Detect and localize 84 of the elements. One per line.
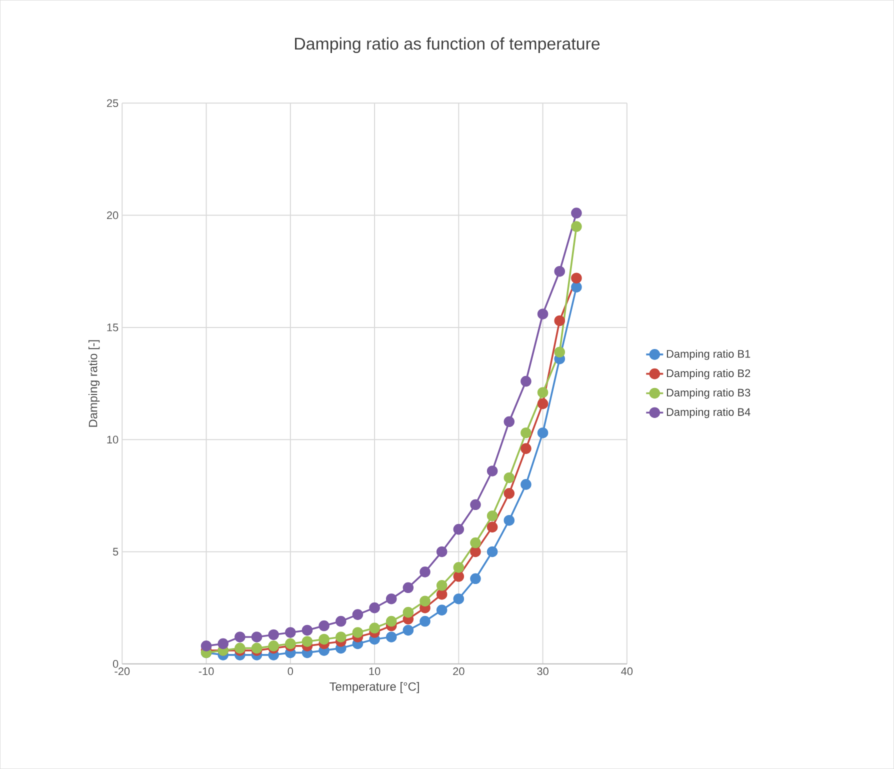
point [420,616,430,627]
y-tick-label: 20 [106,211,118,220]
point [470,546,481,558]
point [285,627,296,638]
x-tick-label: 40 [621,667,633,676]
point [218,638,228,650]
point [504,472,515,484]
point [470,537,481,548]
point [420,596,430,606]
point [386,593,397,604]
point [402,624,414,636]
point [318,620,330,632]
y-tick-label: 10 [107,436,118,444]
point [520,376,532,387]
point [268,629,279,640]
point [268,640,279,652]
point [436,588,448,600]
legend-label: Damping ratio B4 [666,408,750,418]
point [571,272,582,284]
y-tick-label: 25 [106,99,118,107]
x-tick-label: 30 [537,667,548,676]
legend-label: Damping ratio B3 [666,388,750,399]
point [285,638,296,650]
point [453,524,464,535]
point [369,602,380,614]
chart-title: Damping ratio as function of temperature [295,37,600,54]
point [335,632,346,642]
point [200,640,212,652]
x-axis-title: Temperature [°C] [330,682,419,694]
point [554,266,566,277]
point [537,398,548,410]
x-tick-label: 10 [369,667,380,676]
point [504,514,515,526]
point [520,479,532,490]
point [504,416,515,428]
point [352,609,364,620]
point [453,571,464,582]
point [504,488,515,499]
point [571,221,582,232]
point [486,546,498,558]
x-tick-label: 20 [453,667,464,676]
point [335,616,346,627]
point [386,632,397,642]
point [486,466,498,476]
point [352,627,364,638]
y-tick-label: 5 [112,548,118,556]
point [234,632,246,642]
x-tick-label: -10 [198,667,214,676]
point [486,522,498,532]
point [537,387,548,398]
point [318,634,330,645]
point [520,443,532,454]
point [571,208,582,218]
point [470,573,481,584]
point [420,566,430,578]
point [436,546,448,558]
point [520,427,532,438]
point [436,580,448,591]
y-axis-title: Damping ratio [-] [88,340,100,427]
point [453,593,464,604]
point [251,632,262,642]
point [302,624,313,636]
point [402,582,414,594]
point [571,282,582,292]
point [369,622,380,634]
point [453,562,464,573]
point [386,616,397,627]
x-tick-label: -20 [114,667,130,676]
point [537,308,548,320]
y-tick-label: 15 [107,324,118,332]
point [554,346,566,358]
x-tick-label: 0 [288,667,294,676]
point [302,636,313,647]
point [251,642,262,654]
point [554,315,566,326]
y-tick-label: 0 [112,660,118,668]
point [537,427,548,438]
point [470,499,481,510]
legend-label: Damping ratio B2 [666,369,750,380]
point [486,510,498,522]
legend-label: Damping ratio B1 [666,350,750,360]
point [402,606,414,618]
point [436,604,448,616]
point [234,642,246,654]
